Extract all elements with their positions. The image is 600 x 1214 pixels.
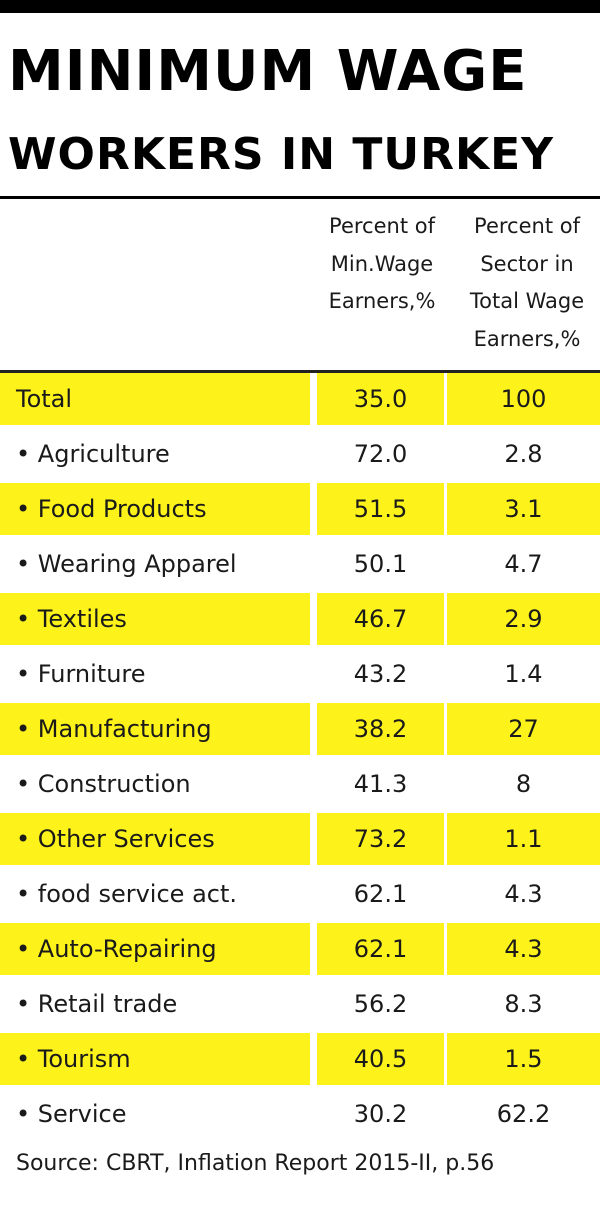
column-header-sector-share-line: Total Wage bbox=[469, 289, 585, 313]
row-label: • Tourism bbox=[0, 1033, 310, 1085]
table-row: • Agriculture 72.0 2.8 bbox=[0, 428, 600, 483]
min-wage-percent-value: 41.3 bbox=[353, 770, 408, 798]
title-line-2: WORKERS IN TURKEY bbox=[8, 129, 555, 180]
sector-share-value: 100 bbox=[447, 373, 600, 425]
row-label: • Construction bbox=[16, 770, 191, 798]
sector-share-value: 3.1 bbox=[447, 483, 600, 535]
sector-share-value: 62.2 bbox=[496, 1100, 551, 1128]
table-row: • Manufacturing 38.2 27 bbox=[0, 703, 600, 758]
row-label: • Agriculture bbox=[16, 440, 170, 468]
table-row: • Other Services 73.2 1.1 bbox=[0, 813, 600, 868]
min-wage-percent-value: 56.2 bbox=[353, 990, 408, 1018]
table-row: • Textiles 46.7 2.9 bbox=[0, 593, 600, 648]
min-wage-percent-value: 40.5 bbox=[317, 1033, 444, 1085]
min-wage-percent-value: 62.1 bbox=[317, 923, 444, 975]
sector-share-value: 8.3 bbox=[504, 990, 543, 1018]
table-row: • Auto-Repairing 62.1 4.3 bbox=[0, 923, 600, 978]
min-wage-percent-value: 73.2 bbox=[317, 813, 444, 865]
source-note: Source: CBRT, Inflation Report 2015-II, … bbox=[16, 1151, 495, 1176]
table-row: • Construction 41.3 8 bbox=[0, 758, 600, 813]
sector-share-value: 2.9 bbox=[447, 593, 600, 645]
table-row: • Food Products 51.5 3.1 bbox=[0, 483, 600, 538]
header-divider bbox=[0, 370, 600, 373]
min-wage-percent-value: 38.2 bbox=[317, 703, 444, 755]
sector-share-value: 8 bbox=[515, 770, 532, 798]
row-label: • Other Services bbox=[0, 813, 310, 865]
sector-share-value: 4.3 bbox=[504, 880, 543, 908]
sector-share-value: 4.3 bbox=[447, 923, 600, 975]
sector-share-value: 1.1 bbox=[447, 813, 600, 865]
row-label: • Retail trade bbox=[16, 990, 178, 1018]
table-row: Total 35.0 100 bbox=[0, 373, 600, 428]
min-wage-percent-value: 51.5 bbox=[317, 483, 444, 535]
top-black-bar bbox=[0, 0, 600, 13]
table-row: • Furniture 43.2 1.4 bbox=[0, 648, 600, 703]
min-wage-percent-value: 50.1 bbox=[353, 550, 408, 578]
min-wage-percent-value: 46.7 bbox=[317, 593, 444, 645]
column-header-sector-share-line: Percent of bbox=[474, 214, 580, 238]
row-label: • Furniture bbox=[16, 660, 146, 688]
data-table: Total 35.0 100 • Agriculture 72.0 2.8 • Food P… bbox=[0, 373, 600, 1143]
table-row: • food service act. 62.1 4.3 bbox=[0, 868, 600, 923]
column-header-min-wage-line: Min.Wage bbox=[330, 251, 434, 276]
table-row: • Wearing Apparel 50.1 4.7 bbox=[0, 538, 600, 593]
min-wage-percent-value: 30.2 bbox=[353, 1100, 408, 1128]
min-wage-percent-value: 43.2 bbox=[353, 660, 408, 688]
row-label: • Textiles bbox=[0, 593, 310, 645]
row-label: • Food Products bbox=[0, 483, 310, 535]
title-divider bbox=[0, 196, 600, 199]
row-label: Total bbox=[0, 373, 310, 425]
sector-share-value: 2.8 bbox=[504, 440, 543, 468]
table-row: • Service 30.2 62.2 bbox=[0, 1088, 600, 1143]
title-line-1: MINIMUM WAGE bbox=[8, 39, 528, 104]
sector-share-value: 1.5 bbox=[447, 1033, 600, 1085]
row-label: • Wearing Apparel bbox=[16, 550, 237, 578]
row-label: • Manufacturing bbox=[0, 703, 310, 755]
sector-share-value: 4.7 bbox=[504, 550, 543, 578]
row-label: • Auto-Repairing bbox=[0, 923, 310, 975]
column-header-sector-share: Percent of Sector in Total Wage Earners,… bbox=[454, 208, 600, 358]
column-header-sector-share-line: Earners,% bbox=[473, 326, 581, 351]
row-label: • food service act. bbox=[16, 880, 238, 908]
row-label: • Service bbox=[16, 1100, 127, 1128]
column-header-min-wage-line: Percent of bbox=[329, 214, 435, 238]
column-header-min-wage-line: Earners,% bbox=[328, 289, 436, 313]
table-row: • Retail trade 56.2 8.3 bbox=[0, 978, 600, 1033]
column-header-sector-share-line: Sector in bbox=[480, 251, 574, 276]
table-row: • Tourism 40.5 1.5 bbox=[0, 1033, 600, 1088]
min-wage-percent-value: 72.0 bbox=[353, 440, 408, 468]
column-header-min-wage: Percent of Min.Wage Earners,% bbox=[312, 208, 452, 321]
min-wage-percent-value: 62.1 bbox=[353, 880, 408, 908]
sector-share-value: 27 bbox=[447, 703, 600, 755]
sector-share-value: 1.4 bbox=[504, 660, 543, 688]
min-wage-percent-value: 35.0 bbox=[317, 373, 444, 425]
